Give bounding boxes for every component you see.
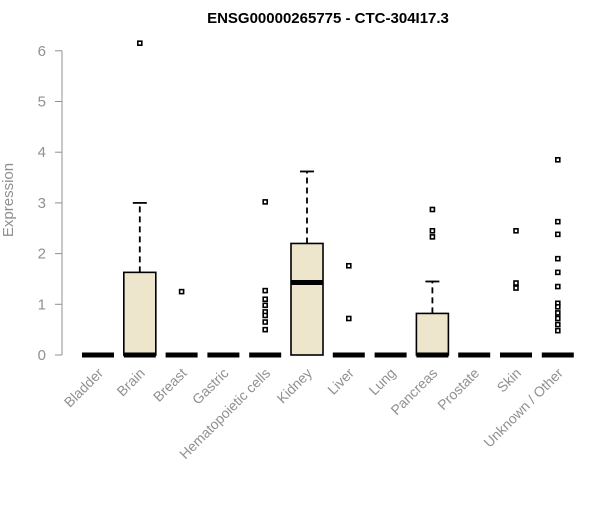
outlier-point — [513, 227, 519, 234]
outlier-point — [513, 280, 519, 286]
outlier-point — [345, 315, 352, 322]
y-tick-label: 2 — [38, 246, 46, 263]
y-tick-label: 5 — [38, 94, 46, 111]
outlier-point — [554, 321, 561, 328]
plot-area — [82, 40, 574, 358]
y-tick-label: 3 — [38, 195, 46, 212]
y-tick-label: 0 — [38, 347, 46, 364]
outlier-point — [262, 319, 269, 325]
outlier-point — [554, 231, 561, 238]
outlier-point — [262, 302, 269, 309]
box-group-pancreas — [415, 206, 450, 358]
outlier-point — [429, 206, 436, 213]
box-group-liver — [332, 262, 365, 358]
box-group-skin — [500, 227, 532, 358]
outlier-point — [262, 287, 269, 294]
outlier-point — [554, 269, 561, 276]
x-tick-label: Liver — [324, 365, 357, 398]
box — [123, 271, 157, 356]
outlier-point — [137, 40, 143, 46]
y-tick-label: 4 — [38, 144, 46, 161]
outlier-point — [554, 310, 561, 316]
outlier-point — [554, 327, 561, 334]
y-tick-label: 1 — [38, 296, 46, 313]
outlier-point — [554, 218, 561, 225]
outlier-point — [554, 315, 561, 322]
chart-title: ENSG00000265775 - CTC-304I17.3 — [207, 10, 449, 27]
y-axis-label: Expression — [0, 163, 17, 237]
box-group-brain — [123, 40, 157, 358]
box-group-unknown-other — [541, 157, 574, 358]
x-tick-label: Brain — [113, 365, 147, 399]
x-tick-label: Skin — [494, 365, 525, 396]
outlier-point — [554, 255, 561, 262]
box — [415, 312, 450, 356]
outlier-point — [345, 262, 352, 269]
x-tick-label: Unknown / Other — [480, 365, 566, 451]
x-tick-label: Lung — [365, 365, 398, 398]
box-group-kidney — [290, 170, 324, 356]
outlier-point — [262, 326, 269, 333]
outlier-point — [178, 288, 185, 295]
box-group-hematopoietic-cells — [249, 199, 282, 358]
outlier-point — [429, 227, 436, 234]
outlier-point — [554, 157, 561, 163]
outlier-point — [429, 234, 436, 240]
outlier-point — [262, 199, 269, 205]
x-tick-label: Prostate — [434, 365, 482, 413]
box — [290, 242, 324, 356]
outlier-point — [513, 285, 519, 291]
outlier-point — [554, 283, 561, 290]
outlier-point — [554, 304, 561, 310]
box-group-breast — [165, 288, 198, 358]
outlier-point — [262, 312, 269, 319]
x-tick-label: Bladder — [61, 365, 107, 411]
x-tick-label: Kidney — [274, 365, 316, 407]
x-tick-label: Breast — [150, 365, 190, 405]
outlier-point — [262, 296, 269, 303]
y-tick-label: 6 — [38, 43, 46, 60]
y-axis: 0 1 2 3 4 5 6 — [38, 43, 63, 364]
